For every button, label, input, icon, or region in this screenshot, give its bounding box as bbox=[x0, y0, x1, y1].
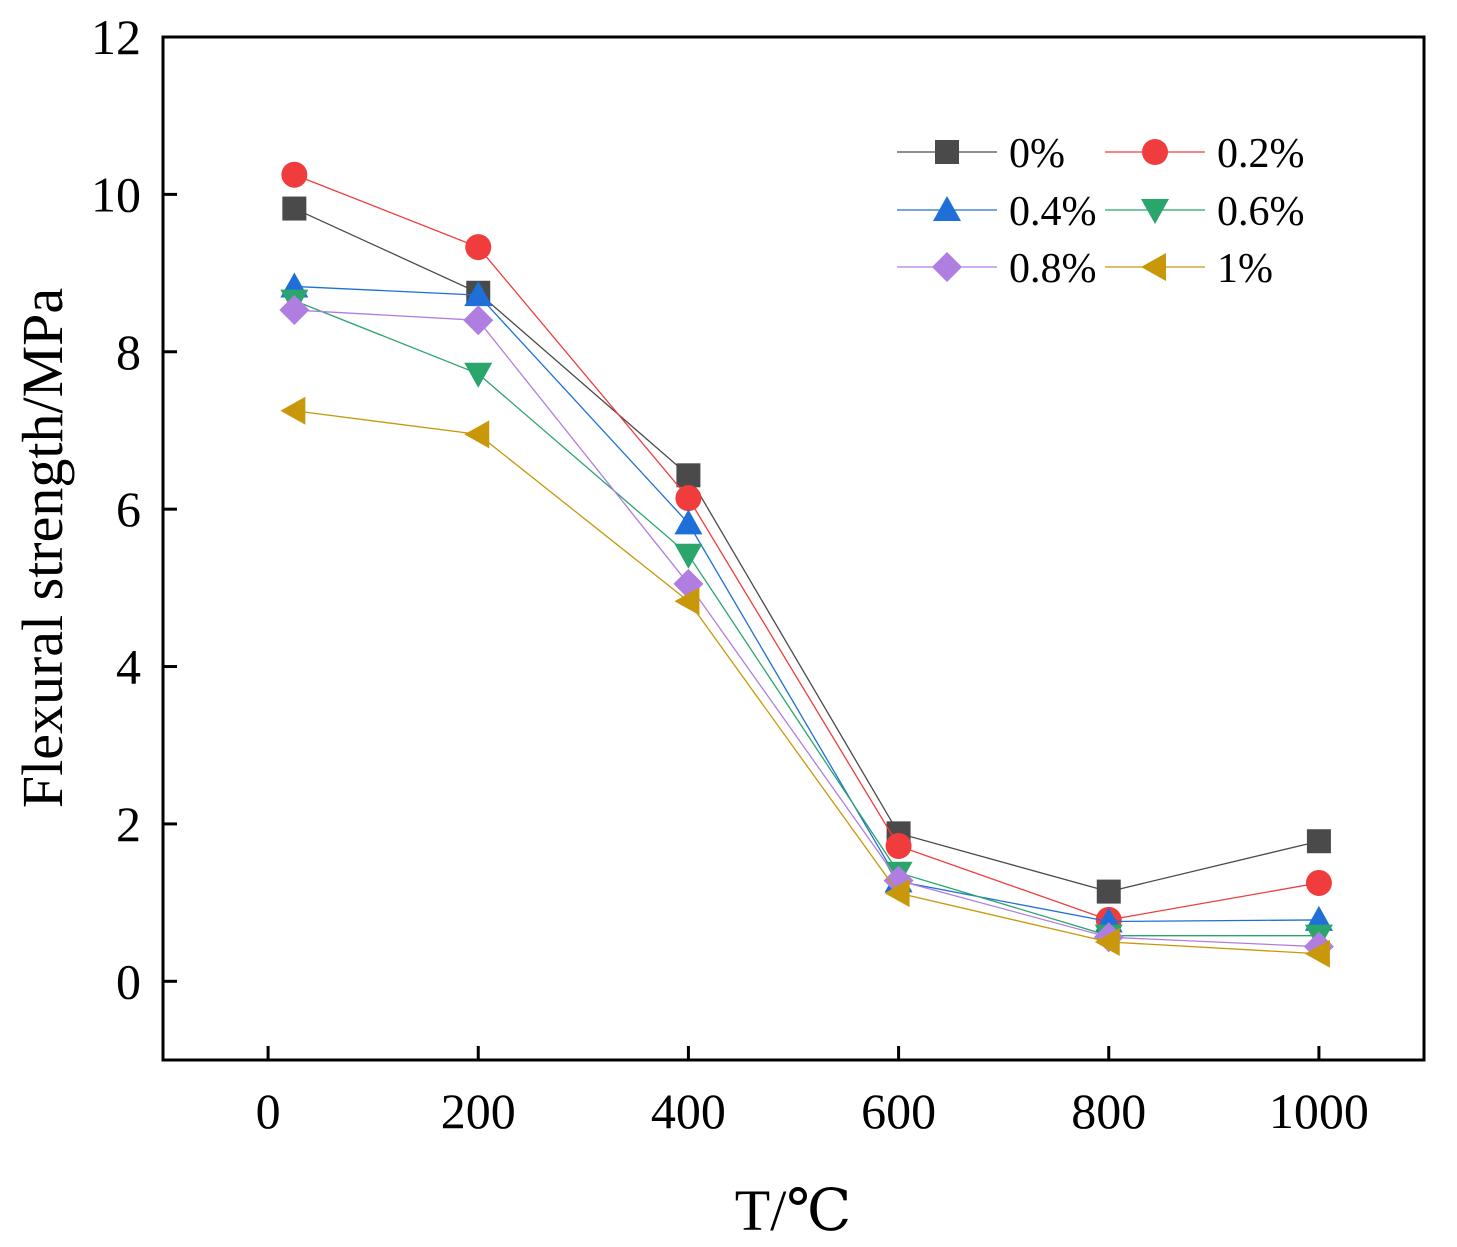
y-axis-title: Flexural strength/MPa bbox=[10, 288, 75, 808]
x-tick-label: 400 bbox=[651, 1083, 726, 1139]
data-point bbox=[884, 879, 910, 908]
plot-frame bbox=[161, 35, 1426, 1062]
x-tick-label: 200 bbox=[441, 1083, 516, 1139]
y-tick-label: 6 bbox=[116, 481, 141, 537]
data-point bbox=[464, 362, 493, 388]
series-1 bbox=[282, 196, 1331, 904]
legend-label: 1% bbox=[1217, 246, 1273, 292]
y-tick-label: 0 bbox=[116, 953, 141, 1009]
series-line bbox=[294, 285, 1319, 923]
x-tick-label: 0 bbox=[256, 1083, 281, 1139]
series-line bbox=[294, 309, 1319, 948]
series-line bbox=[294, 410, 1319, 955]
legend: 0% 0.2% 0.4% 0.6% 0.8% 1% bbox=[897, 131, 1305, 292]
data-point bbox=[675, 485, 702, 512]
data-point bbox=[885, 832, 912, 859]
data-point bbox=[676, 463, 701, 488]
data-point bbox=[1096, 879, 1121, 904]
y-tick-label: 12 bbox=[91, 9, 141, 65]
legend-item: 0.6% bbox=[1105, 189, 1305, 235]
data-point bbox=[279, 295, 310, 326]
legend-marker bbox=[935, 140, 959, 164]
legend-item: 0.8% bbox=[897, 246, 1097, 292]
legend-marker bbox=[1142, 139, 1168, 165]
y-tick-label: 4 bbox=[116, 639, 141, 695]
data-point bbox=[1304, 939, 1330, 968]
legend-item: 0% bbox=[897, 131, 1065, 177]
series-6 bbox=[280, 396, 1330, 968]
series-layer bbox=[279, 161, 1334, 968]
legend-marker bbox=[1141, 199, 1169, 224]
legend-item: 1% bbox=[1105, 246, 1273, 292]
data-point bbox=[464, 281, 493, 307]
legend-label: 0.2% bbox=[1217, 131, 1305, 177]
y-tick-label: 2 bbox=[116, 796, 141, 852]
x-tick-label: 1000 bbox=[1269, 1083, 1369, 1139]
series-2 bbox=[281, 161, 1332, 933]
data-point bbox=[463, 305, 494, 336]
series-3 bbox=[280, 272, 1333, 933]
legend-label: 0.6% bbox=[1217, 189, 1305, 235]
legend-item: 0.4% bbox=[897, 189, 1097, 235]
legend-marker bbox=[933, 196, 961, 221]
y-tick-label: 10 bbox=[91, 166, 141, 222]
legend-item: 0.2% bbox=[1105, 131, 1305, 177]
series-4 bbox=[280, 289, 1333, 950]
legend-label: 0% bbox=[1009, 131, 1065, 177]
data-point bbox=[280, 396, 306, 425]
x-axis-title: T/℃ bbox=[735, 1178, 851, 1243]
data-point bbox=[464, 420, 490, 449]
legend-label: 0.8% bbox=[1009, 246, 1097, 292]
legend-marker bbox=[1141, 253, 1166, 281]
legend-marker bbox=[932, 252, 962, 282]
series-line bbox=[294, 207, 1320, 893]
data-point bbox=[1305, 869, 1332, 896]
data-point bbox=[282, 196, 307, 221]
series-5 bbox=[279, 295, 1334, 962]
x-tick-label: 600 bbox=[861, 1083, 936, 1139]
series-line bbox=[294, 300, 1319, 937]
data-point bbox=[674, 509, 703, 535]
data-point bbox=[1094, 927, 1120, 956]
y-tick-label: 8 bbox=[116, 324, 141, 380]
series-line bbox=[294, 174, 1320, 921]
data-point bbox=[465, 234, 492, 261]
axis-ticks: 0 200 400 600 800 1000 0 2 4 6 8 10 12 bbox=[91, 9, 1369, 1139]
x-tick-label: 800 bbox=[1071, 1083, 1146, 1139]
data-point bbox=[1306, 829, 1331, 854]
data-point bbox=[674, 587, 700, 616]
legend-label: 0.4% bbox=[1009, 189, 1097, 235]
data-point bbox=[281, 161, 308, 188]
data-point bbox=[674, 543, 703, 569]
